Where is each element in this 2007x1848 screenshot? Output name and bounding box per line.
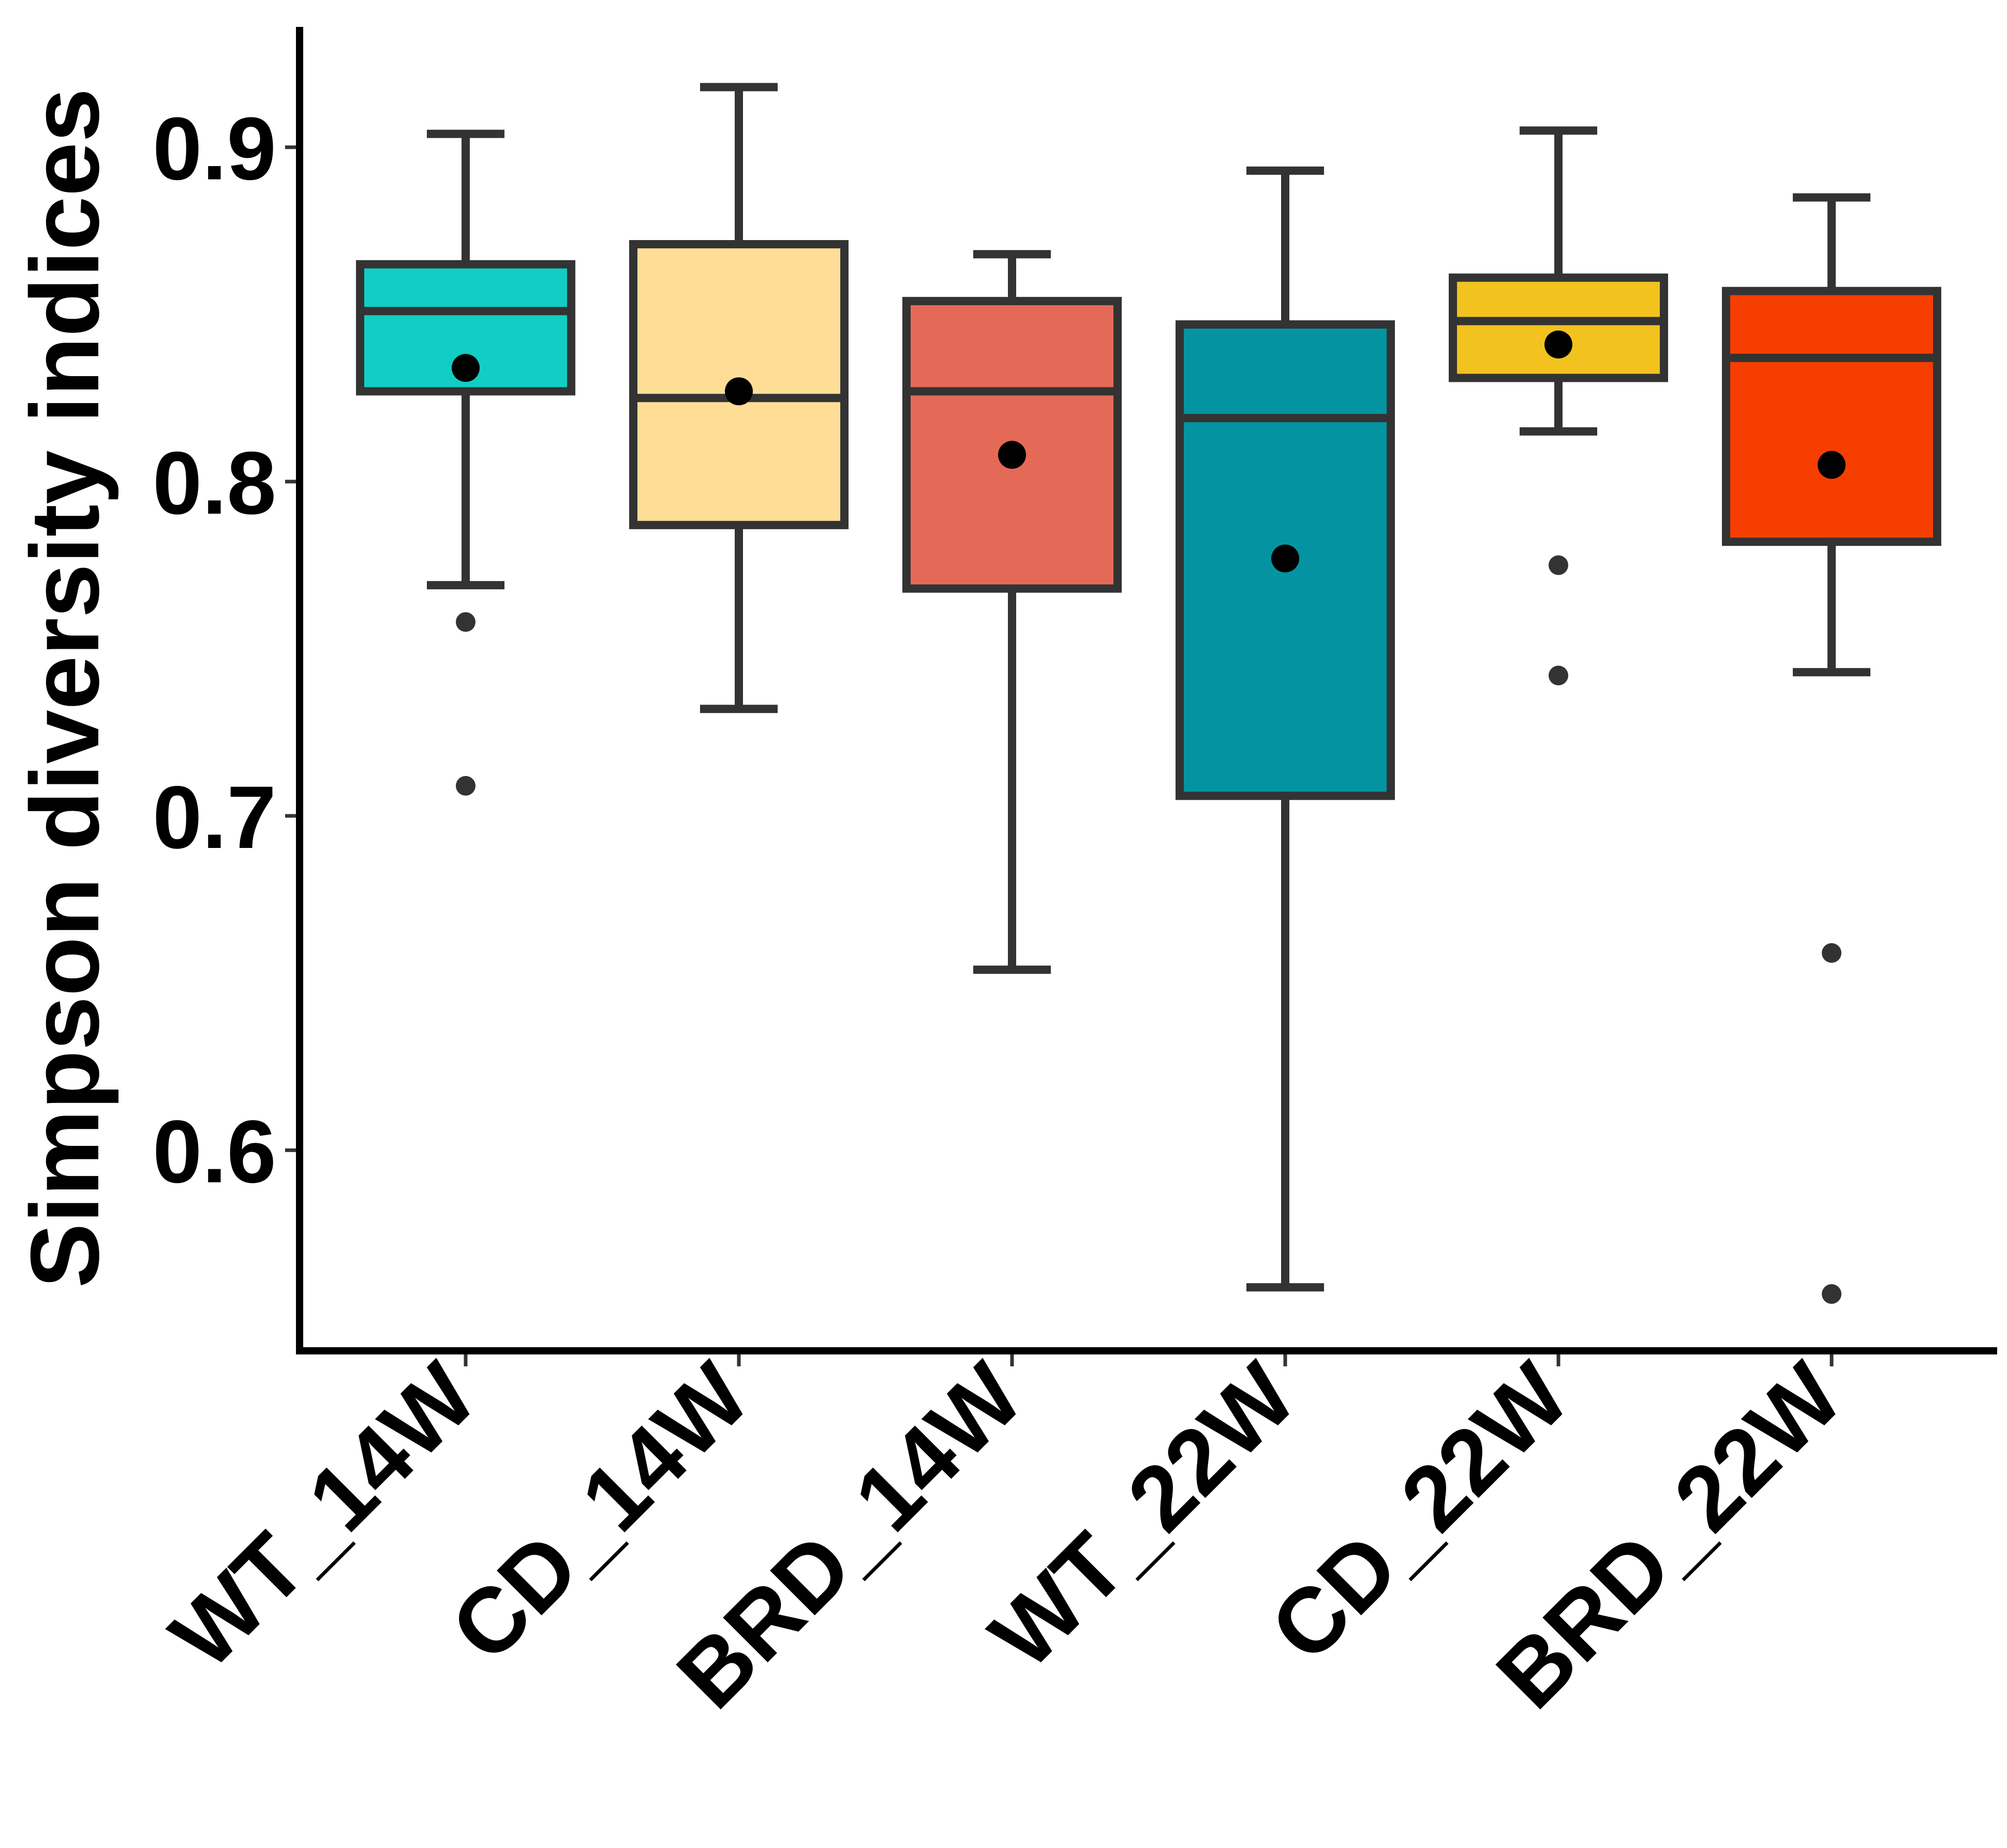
- y-tick-label: 0.6: [153, 1102, 276, 1201]
- y-tick-label: 0.8: [153, 434, 276, 533]
- y-tick-label: 0.7: [153, 768, 276, 867]
- outlier-point: [1822, 1284, 1841, 1304]
- x-tick-label: WT_14W: [151, 1344, 495, 1688]
- outlier-point: [1549, 665, 1568, 685]
- plot-area: [356, 83, 1941, 1304]
- box-brd-14w: [902, 250, 1122, 974]
- mean-marker: [1818, 451, 1846, 479]
- outlier-point: [1549, 555, 1568, 575]
- mean-marker: [998, 441, 1026, 469]
- outlier-point: [1822, 943, 1841, 963]
- box-body: [1722, 287, 1941, 546]
- mean-marker: [1544, 330, 1572, 359]
- box-body: [1449, 273, 1668, 382]
- outlier-point: [456, 612, 475, 632]
- box-wt-22w: [1176, 166, 1395, 1292]
- box-cd-22w: [1449, 126, 1668, 685]
- y-ticks: 0.6 0.7 0.8 0.9: [153, 99, 296, 1201]
- mean-marker: [725, 377, 753, 406]
- y-tick-label: 0.9: [153, 99, 276, 199]
- y-axis-title: Simpson diversity indices: [10, 88, 119, 1288]
- box-wt-14w: [356, 129, 575, 796]
- box-brd-22w: [1722, 193, 1941, 1304]
- mean-marker: [452, 354, 480, 382]
- outlier-point: [456, 776, 475, 796]
- mean-marker: [1271, 544, 1299, 573]
- axes: [296, 27, 1997, 1354]
- box-cd-14w: [629, 83, 849, 713]
- x-tick-label: WT_22W: [971, 1344, 1315, 1688]
